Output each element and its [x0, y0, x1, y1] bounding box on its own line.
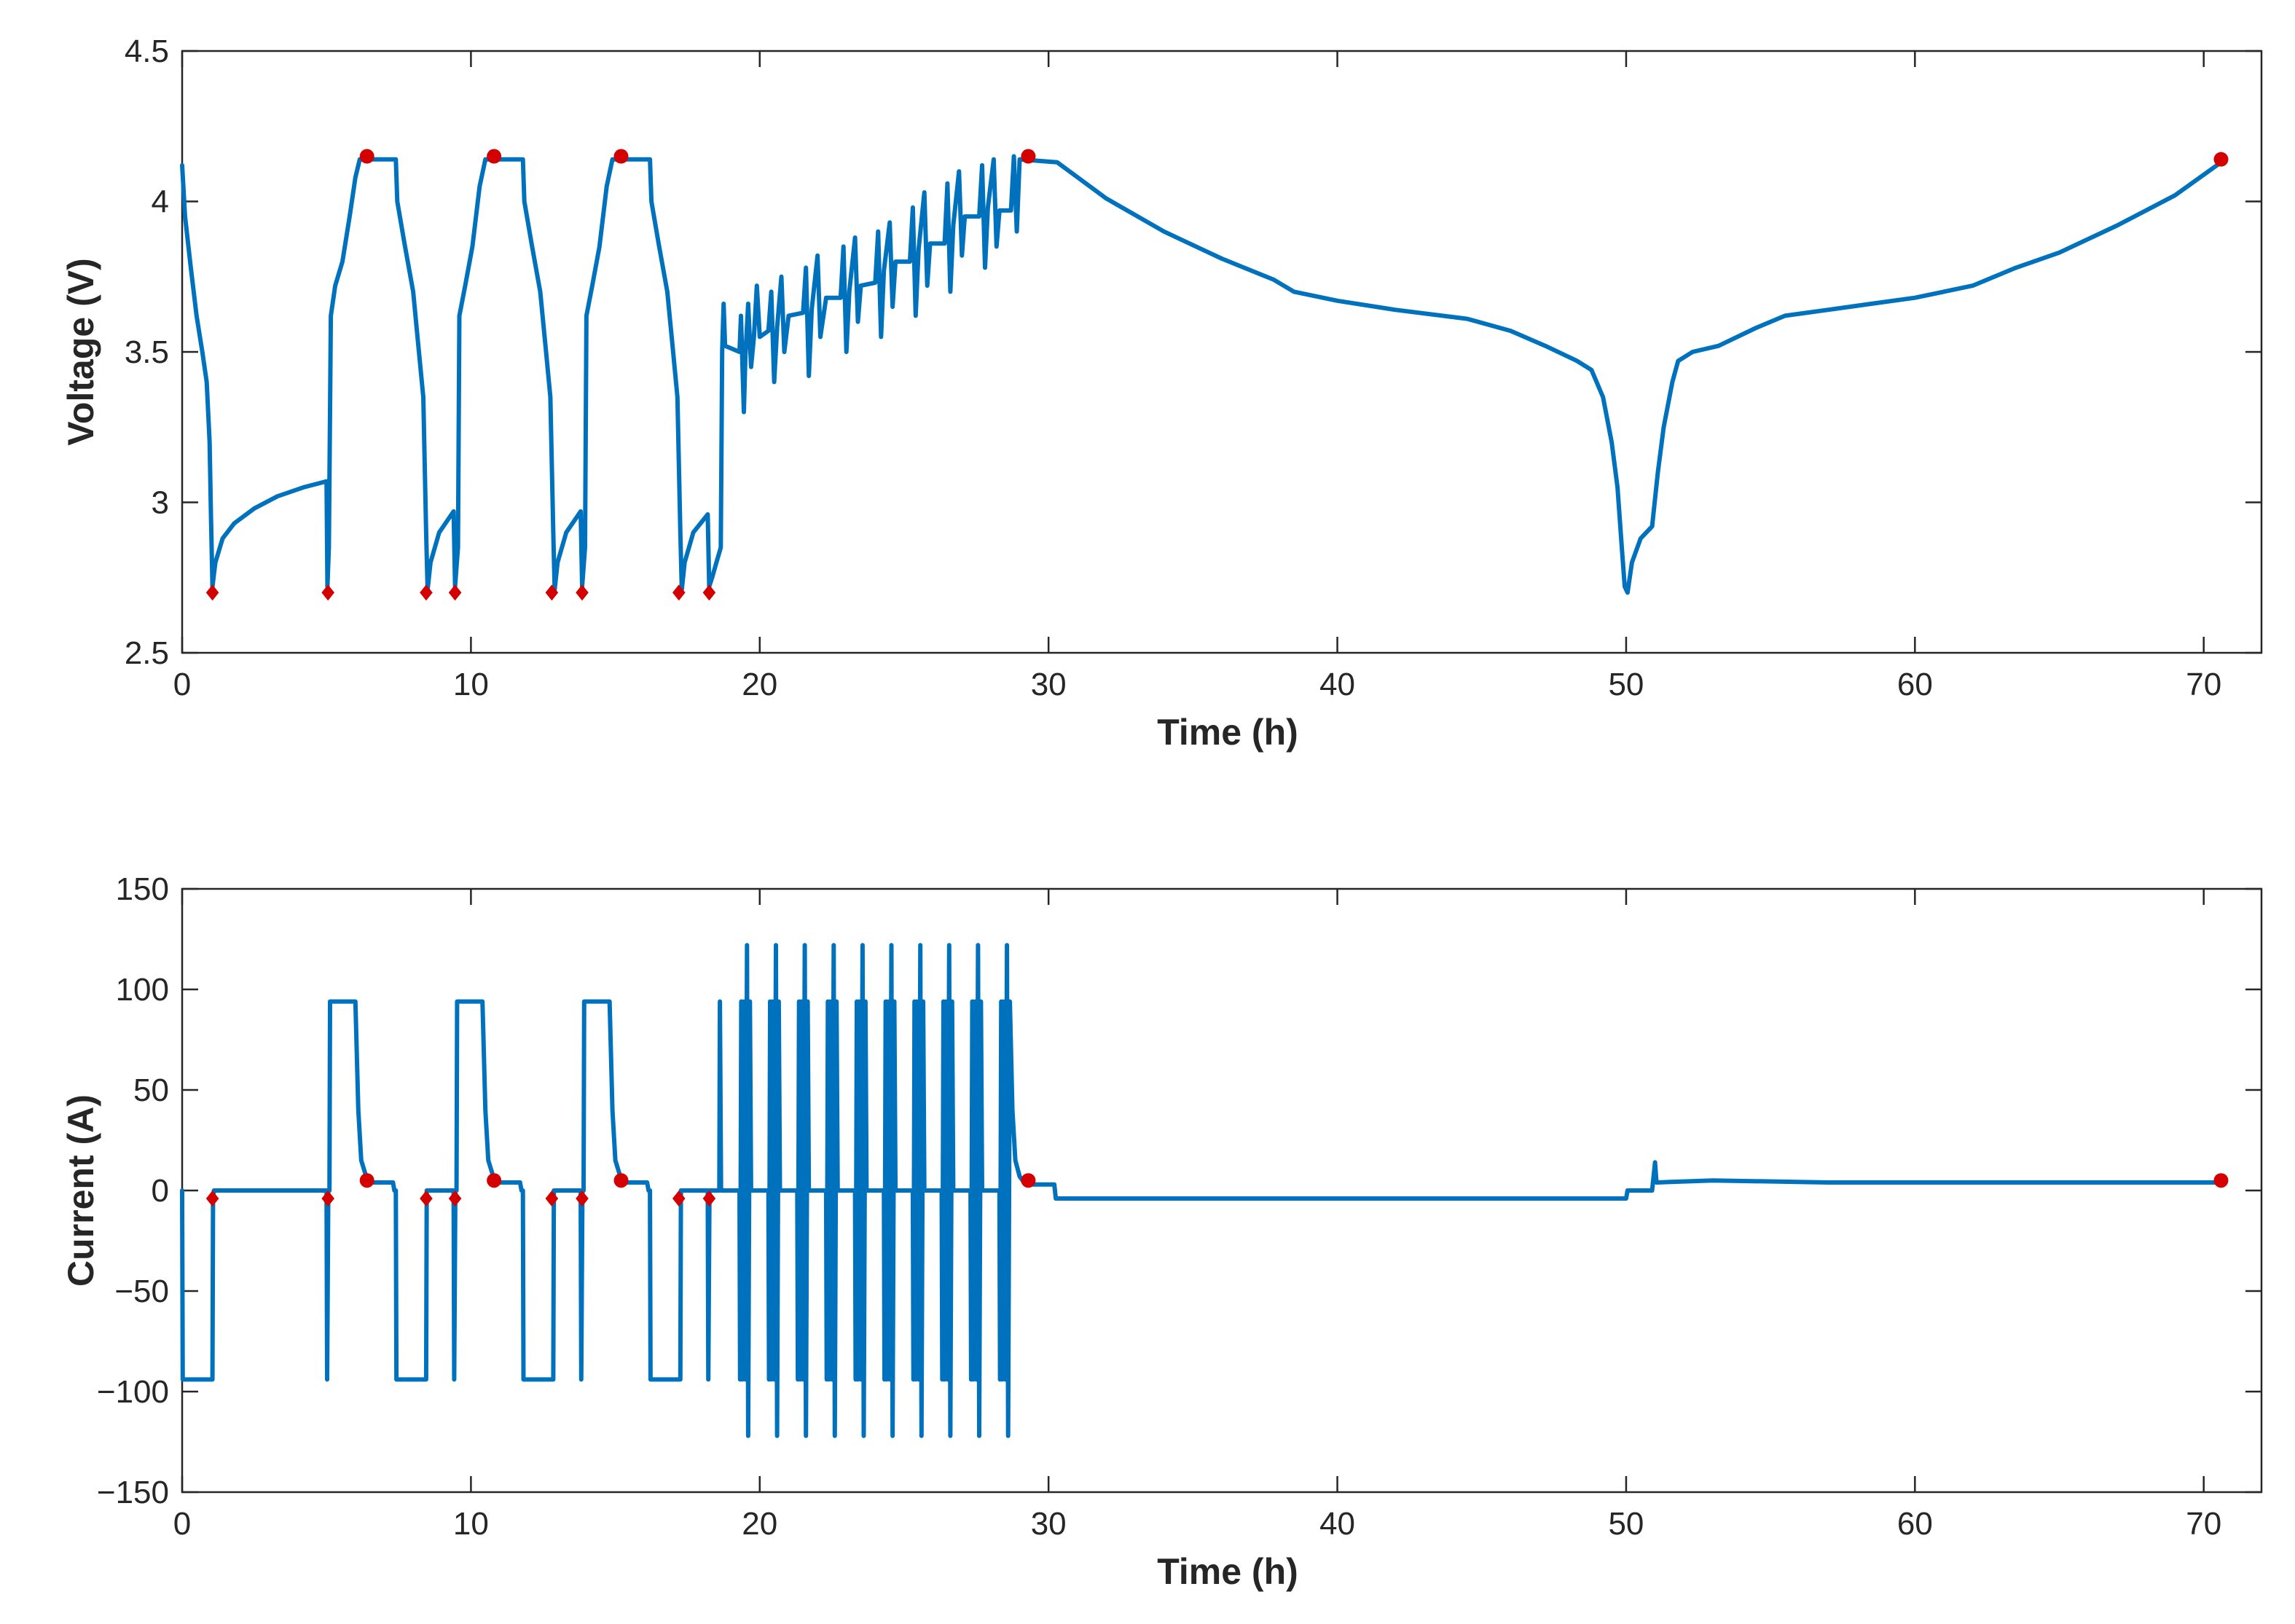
voltage-diamond-marker — [545, 584, 559, 601]
current-ytick-label: 50 — [133, 1072, 169, 1108]
voltage-plot: 0 10 20 30 40 50 60 70 2.5 3 3.5 4 4.5 Time (h) Voltag… — [60, 34, 2263, 753]
current-diamond-marker — [576, 1190, 589, 1207]
current-xtick-label: 0 — [173, 1506, 191, 1542]
current-ytick-label: 150 — [116, 871, 169, 907]
voltage-diamond-marker — [321, 584, 334, 601]
voltage-series-line — [180, 154, 2224, 595]
current-diamond-marker — [672, 1190, 686, 1207]
voltage-xtick-label: 50 — [1608, 667, 1644, 702]
voltage-diamond-marker — [672, 584, 686, 601]
voltage-circle-marker — [359, 149, 374, 164]
voltage-diamond-marker — [448, 584, 462, 601]
current-xtick-label: 50 — [1608, 1506, 1644, 1542]
current-ytick-label: −150 — [97, 1475, 169, 1510]
voltage-ylabel: Voltage (V) — [60, 258, 101, 445]
current-diamond-marker — [702, 1190, 716, 1207]
voltage-diamond-marker — [702, 584, 716, 601]
voltage-xtick-label: 20 — [742, 667, 777, 702]
voltage-ytick-label: 4.5 — [125, 34, 169, 69]
voltage-xtick-label: 60 — [1897, 667, 1933, 702]
voltage-axes-frame — [181, 50, 2263, 654]
voltage-circle-marker — [1021, 149, 1036, 164]
current-xtick-label: 30 — [1031, 1506, 1067, 1542]
voltage-diamond-marker — [420, 584, 433, 601]
current-circle-marker — [2213, 1173, 2229, 1188]
voltage-ytick-label: 3 — [152, 485, 169, 521]
current-xtick-label: 20 — [742, 1506, 777, 1542]
voltage-xtick-label: 30 — [1031, 667, 1067, 702]
voltage-diamond-marker — [576, 584, 589, 601]
current-series-line — [180, 943, 2224, 1438]
voltage-ytick-label: 2.5 — [125, 635, 169, 671]
current-ylabel: Current (A) — [60, 1094, 101, 1287]
current-xtick-label: 40 — [1319, 1506, 1355, 1542]
voltage-circle-marker — [487, 149, 502, 164]
voltage-xtick-label: 10 — [453, 667, 489, 702]
current-circle-marker — [487, 1173, 502, 1188]
voltage-xtick-label: 0 — [173, 667, 191, 702]
current-xtick-label: 70 — [2186, 1506, 2221, 1542]
current-ytick-label: 100 — [116, 972, 169, 1008]
voltage-ytick-label: 3.5 — [125, 334, 169, 370]
voltage-ytick-label: 4 — [152, 184, 169, 220]
voltage-xtick-label: 70 — [2186, 667, 2221, 702]
current-diamond-marker — [545, 1190, 559, 1207]
current-diamond-marker — [321, 1190, 334, 1207]
voltage-circle-marker — [2213, 152, 2229, 167]
current-xlabel: Time (h) — [1157, 1551, 1298, 1592]
current-plot: 0 10 20 30 40 50 60 70 −150 −100 −50 0 50 100 150 Time … — [60, 871, 2263, 1592]
current-xtick-label: 10 — [453, 1506, 489, 1542]
current-circle-marker — [359, 1173, 374, 1188]
voltage-xlabel: Time (h) — [1157, 712, 1298, 753]
current-circle-marker — [613, 1173, 629, 1188]
current-ytick-label: −50 — [114, 1274, 169, 1309]
voltage-diamond-marker — [205, 584, 219, 601]
current-xtick-label: 60 — [1897, 1506, 1933, 1542]
voltage-xtick-label: 40 — [1319, 667, 1355, 702]
current-circle-marker — [1021, 1173, 1036, 1188]
current-diamond-marker — [420, 1190, 433, 1207]
current-ytick-label: −100 — [97, 1374, 169, 1410]
current-axes-frame — [181, 887, 2263, 1494]
current-ytick-label: 0 — [152, 1173, 169, 1209]
current-diamond-marker — [448, 1190, 462, 1207]
voltage-circle-marker — [613, 149, 629, 164]
current-diamond-marker — [205, 1190, 219, 1207]
